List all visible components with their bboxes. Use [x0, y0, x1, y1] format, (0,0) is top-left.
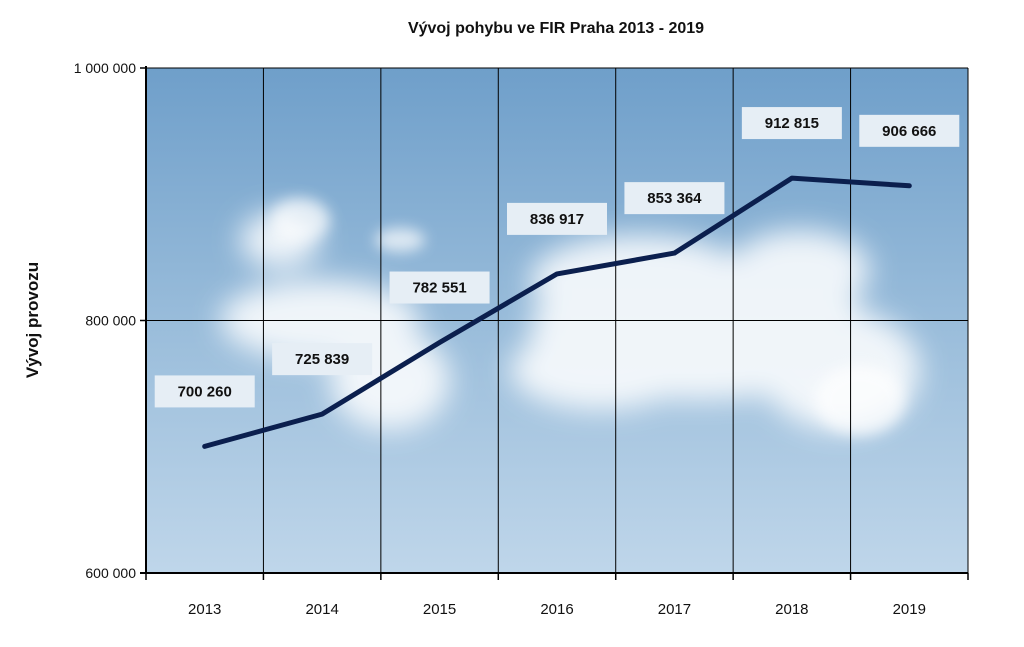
- series-line: [202, 175, 912, 449]
- data-label-text: 906 666: [882, 123, 936, 140]
- y-ticks: 1 000 000 800 000 600 000: [74, 60, 146, 581]
- data-label: 912 815: [741, 107, 842, 140]
- data-labels: 700 260 725 839 782 551 836 917 853 364 912 8…: [154, 107, 960, 408]
- data-label: 906 666: [859, 114, 960, 147]
- data-label-box: [272, 343, 373, 376]
- x-tick-label: 2017: [658, 601, 691, 618]
- x-tick-label: 2018: [775, 601, 808, 618]
- y-tick-label: 600 000: [85, 565, 136, 581]
- data-label: 853 364: [624, 182, 725, 215]
- x-tick-label: 2016: [540, 601, 573, 618]
- y-tick-label: 800 000: [85, 313, 136, 329]
- data-label-text: 782 551: [412, 280, 466, 297]
- data-label: 782 551: [389, 271, 490, 304]
- chart-title: Vývoj pohybu ve FIR Praha 2013 - 2019: [408, 20, 704, 37]
- x-tick-label: 2019: [893, 601, 926, 618]
- x-ticks: 2013 2014 2015 2016 2017 2018 2019: [145, 573, 969, 618]
- y-tick-label: 1 000 000: [74, 60, 136, 76]
- data-label-box: [154, 375, 255, 408]
- data-label-text: 912 815: [765, 115, 819, 132]
- data-label-box: [741, 107, 842, 140]
- data-label-box: [624, 182, 725, 215]
- y-axis-label: Vývoj provozu: [23, 262, 42, 378]
- x-tick-label: 2014: [305, 601, 338, 618]
- data-label-text: 853 364: [647, 190, 702, 207]
- data-label-box: [859, 114, 960, 147]
- data-label: 700 260: [154, 375, 255, 408]
- data-label-text: 836 917: [530, 211, 584, 228]
- data-label-text: 725 839: [295, 351, 349, 368]
- data-label-box: [389, 271, 490, 304]
- data-label: 836 917: [507, 202, 607, 235]
- data-label-box: [507, 202, 607, 235]
- x-tick-label: 2013: [188, 601, 221, 618]
- data-label: 725 839: [272, 343, 373, 376]
- grid: [146, 67, 969, 573]
- data-label-text: 700 260: [178, 383, 232, 400]
- x-tick-label: 2015: [423, 601, 456, 618]
